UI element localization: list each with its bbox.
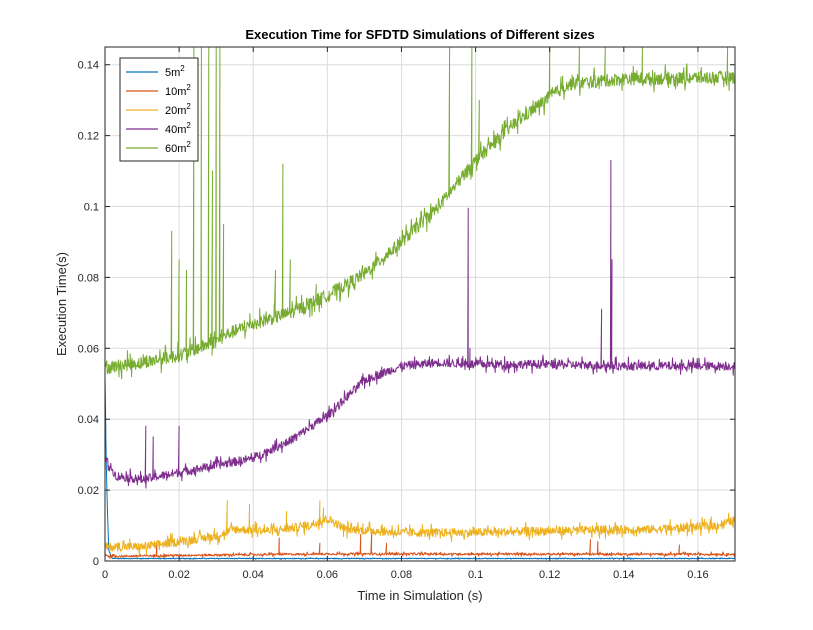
plot-frame: [104, 46, 736, 562]
x-tick-label: 0.12: [539, 569, 560, 581]
y-tick-label: 0: [93, 556, 99, 568]
legend-entry: 10m2: [165, 83, 191, 98]
legend-entry-superscript: 2: [180, 64, 185, 73]
legend-entry: 40m2: [165, 121, 191, 136]
y-tick-label: 0.08: [78, 272, 99, 284]
x-axis-label: Time in Simulation (s): [357, 588, 482, 603]
series-line-40m: [105, 159, 735, 489]
x-tick-label: 0.16: [687, 569, 708, 581]
series-line-20m: [105, 500, 735, 556]
y-tick-label: 0.06: [78, 343, 99, 355]
y-tick-label: 0.02: [78, 485, 99, 497]
x-axis: 0 0.02 0.04 0.06 0.08 0.1 0.12 0.14 0.16: [102, 47, 709, 581]
series-line-60m: [105, 47, 735, 380]
legend-entry-superscript: 2: [186, 83, 191, 92]
legend-entry: 60m2: [165, 140, 191, 155]
x-tick-label: 0: [102, 569, 108, 581]
y-tick-label: 0.12: [78, 131, 99, 143]
legend-entry-label: 5m: [165, 67, 180, 79]
x-tick-label: 0.02: [168, 569, 189, 581]
chart-title: Execution Time for SFDTD Simulations of …: [245, 27, 594, 42]
y-axis-label: Execution Time(s): [54, 252, 69, 356]
series-layer: [105, 47, 735, 560]
legend-entry-label: 20m: [165, 105, 186, 117]
y-tick-label: 0.04: [78, 414, 99, 426]
legend-entry-label: 10m: [165, 86, 186, 98]
legend-entry-superscript: 2: [186, 102, 191, 111]
x-tick-label: 0.14: [613, 569, 634, 581]
legend-entry: 5m2: [165, 64, 185, 79]
y-tick-label: 0.14: [78, 60, 99, 72]
y-axis: 0 0.02 0.04 0.06 0.08 0.1 0.12 0.14: [78, 60, 735, 568]
y-tick-label: 0.1: [84, 202, 99, 214]
series-line-5m: [105, 376, 735, 560]
x-tick-label: 0.06: [317, 569, 338, 581]
plot-area: [105, 47, 735, 561]
legend-entry-superscript: 2: [186, 121, 191, 130]
legend-entry-label: 60m: [165, 143, 186, 155]
x-tick-label: 0.04: [243, 569, 264, 581]
x-tick-label: 0.1: [468, 569, 483, 581]
legend-entry-superscript: 2: [186, 140, 191, 149]
legend-entry: 20m2: [165, 102, 191, 117]
legend-entry-label: 40m: [165, 124, 186, 136]
series-line-10m: [105, 528, 735, 560]
x-tick-label: 0.08: [391, 569, 412, 581]
series-group: [105, 47, 735, 560]
